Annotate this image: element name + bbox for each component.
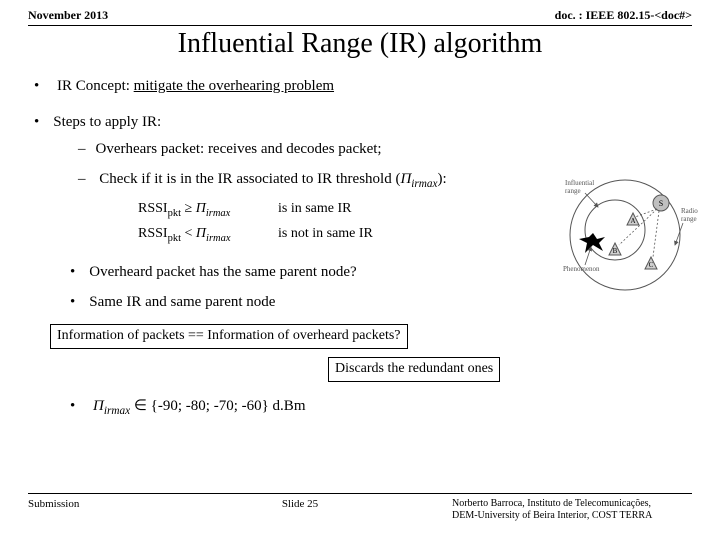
diagram-label-s: S [659, 199, 663, 208]
bullet-steps: Steps to apply IR: [34, 112, 692, 132]
pi-var-4: Π [93, 398, 104, 414]
rssi-text2: RSSI [138, 226, 168, 241]
footer-affil: DEM-University of Beira Interior, COST T… [452, 510, 692, 522]
rssi-text: RSSI [138, 201, 168, 216]
rssi-row2-left: RSSIpkt < Πirmax [138, 225, 268, 246]
rssi-row2-right: is not in same IR [278, 225, 373, 246]
box2-wrap: Discards the redundant ones [328, 357, 692, 382]
rssi-op: ≥ [181, 201, 196, 216]
bullet-step1: Overhears packet: receives and decodes p… [78, 139, 692, 159]
pi-sub-3: irmax [206, 233, 231, 244]
bullet-concept: IR Concept: mitigate the overhearing pro… [34, 76, 692, 96]
diagram-label-c: C [649, 261, 654, 269]
rssi-op2: < [181, 226, 196, 241]
box-discard: Discards the redundant ones [328, 357, 500, 382]
diagram-influential-range: S A B C Influential range Radio range Ph… [563, 175, 698, 300]
diagram-label-radio: Radio [681, 207, 698, 215]
pi-var-1: Π [400, 171, 411, 187]
diagram-label-range: range [565, 187, 581, 195]
pi-var-3: Π [196, 226, 206, 241]
step2-b: ): [438, 171, 447, 187]
footer-right: Norberto Barroca, Instituto de Telecomun… [452, 498, 692, 522]
footer-left: Submission [28, 498, 148, 522]
box-info-compare: Information of packets == Information of… [50, 324, 408, 349]
concept-text: mitigate the overhearing problem [134, 78, 334, 94]
footer-author: Norberto Barroca, Instituto de Telecomun… [452, 498, 692, 510]
footer-slide-number: Slide 25 [282, 498, 318, 522]
rssi-row1-right: is in same IR [278, 200, 352, 221]
rssi-sub2: pkt [168, 233, 181, 244]
pi-var-2: Π [196, 201, 206, 216]
header-date: November 2013 [28, 8, 108, 23]
pi-set-text: ∈ {-90; -80; -70; -60} d.Bm [130, 398, 305, 414]
pi-sub-4: irmax [104, 405, 130, 417]
header-rule [28, 25, 692, 26]
concept-prefix: IR Concept: [57, 78, 134, 94]
page-title: Influential Range (IR) algorithm [0, 28, 720, 60]
diagram-label-a: A [630, 217, 635, 225]
pi-sub-1: irmax [411, 178, 437, 190]
bullet-pi-set: Πirmax ∈ {-90; -80; -70; -60} d.Bm [70, 396, 692, 419]
header-doc: doc. : IEEE 802.15-<doc#> [555, 8, 692, 23]
diagram-label-phenom: Phenomenon [563, 265, 600, 273]
rssi-sub: pkt [168, 208, 181, 219]
footer-rule [28, 493, 692, 494]
diagram-label-b: B [613, 247, 618, 255]
rssi-row1-left: RSSIpkt ≥ Πirmax [138, 200, 268, 221]
diagram-label-influential: Influential [565, 179, 594, 187]
step2-a: Check if it is in the IR associated to I… [99, 171, 400, 187]
footer: Submission Slide 25 Norberto Barroca, In… [28, 493, 692, 522]
pi-sub-2: irmax [206, 208, 231, 219]
diagram-label-range2: range [681, 215, 697, 223]
box1-wrap: Information of packets == Information of… [50, 324, 692, 349]
